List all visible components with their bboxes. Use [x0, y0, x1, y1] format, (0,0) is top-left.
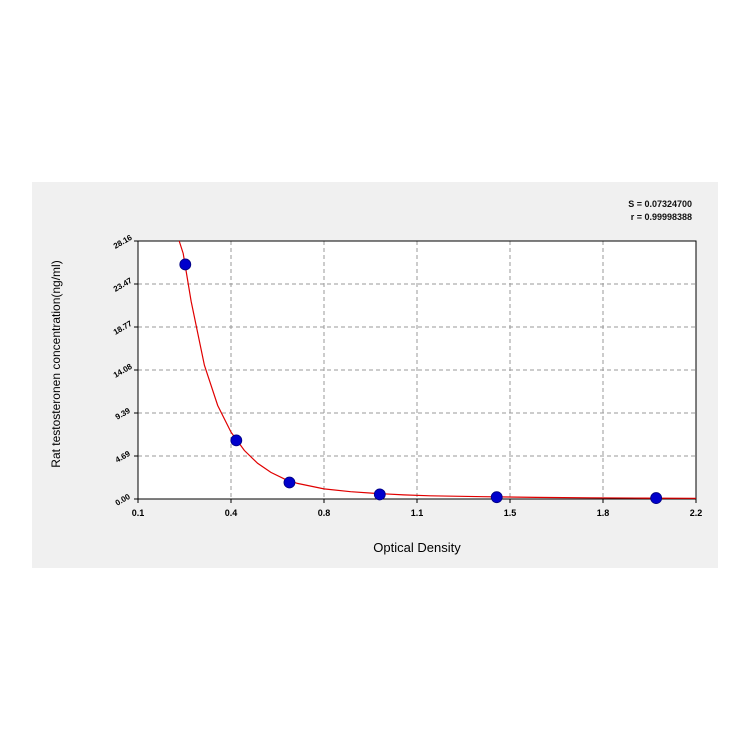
x-tick-label: 1.1: [411, 508, 424, 518]
y-tick-label: 28.16: [112, 233, 134, 251]
y-tick-label: 14.08: [112, 362, 134, 380]
x-tick-label: 0.8: [318, 508, 331, 518]
data-point: [283, 476, 296, 489]
y-tick-label: 23.47: [112, 276, 134, 294]
x-tick-label: 0.1: [132, 508, 145, 518]
fit-stat-r: r = 0.99998388: [630, 212, 692, 222]
data-point: [490, 491, 503, 504]
x-tick-label: 1.5: [504, 508, 517, 518]
plot-frame: [137, 240, 697, 500]
x-tick-label: 2.2: [690, 508, 703, 518]
y-axis-label: Rat testosteronen concentration(ng/ml): [49, 260, 63, 467]
data-point: [179, 258, 192, 271]
y-tick-label: 0.00: [114, 492, 132, 508]
data-point: [650, 492, 663, 504]
fit-stats: S = 0.07324700 r = 0.99998388: [628, 198, 692, 224]
y-tick-label: 18.77: [112, 319, 134, 337]
fit-stat-s: S = 0.07324700: [628, 199, 692, 209]
data-point: [230, 434, 243, 447]
chart-panel: 0.1 0.4 0.8 1.1 1.5 1.8 2.2 0.00 4.69 9.39 14.08 18…: [32, 182, 718, 568]
y-tick-label: 9.39: [114, 406, 132, 422]
y-tick-label: 4.69: [114, 449, 132, 465]
x-tick-label: 1.8: [597, 508, 610, 518]
x-axis-label: Optical Density: [373, 540, 461, 555]
chart-svg: 0.1 0.4 0.8 1.1 1.5 1.8 2.2 0.00 4.69 9.39 14.08 18…: [49, 233, 703, 555]
data-point: [373, 488, 386, 501]
x-tick-label: 0.4: [225, 508, 238, 518]
fit-curve: [178, 240, 697, 499]
